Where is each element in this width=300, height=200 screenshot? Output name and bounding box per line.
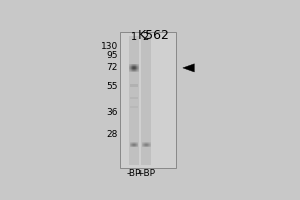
Text: 72: 72 — [106, 63, 118, 72]
Text: 1: 1 — [130, 32, 136, 42]
Bar — [130, 84, 138, 87]
Text: -BP: -BP — [126, 169, 141, 178]
Bar — [130, 106, 138, 108]
Text: 2: 2 — [143, 32, 149, 42]
Text: 28: 28 — [106, 130, 118, 139]
Text: 55: 55 — [106, 82, 118, 91]
Text: 95: 95 — [106, 51, 118, 60]
Text: 130: 130 — [100, 42, 118, 51]
Text: +BP: +BP — [136, 169, 155, 178]
Text: K562: K562 — [138, 29, 170, 42]
Polygon shape — [183, 64, 194, 72]
Bar — [130, 97, 138, 99]
Text: 36: 36 — [106, 108, 118, 117]
Bar — [141, 36, 151, 165]
Bar — [129, 36, 139, 165]
Bar — [120, 32, 176, 168]
